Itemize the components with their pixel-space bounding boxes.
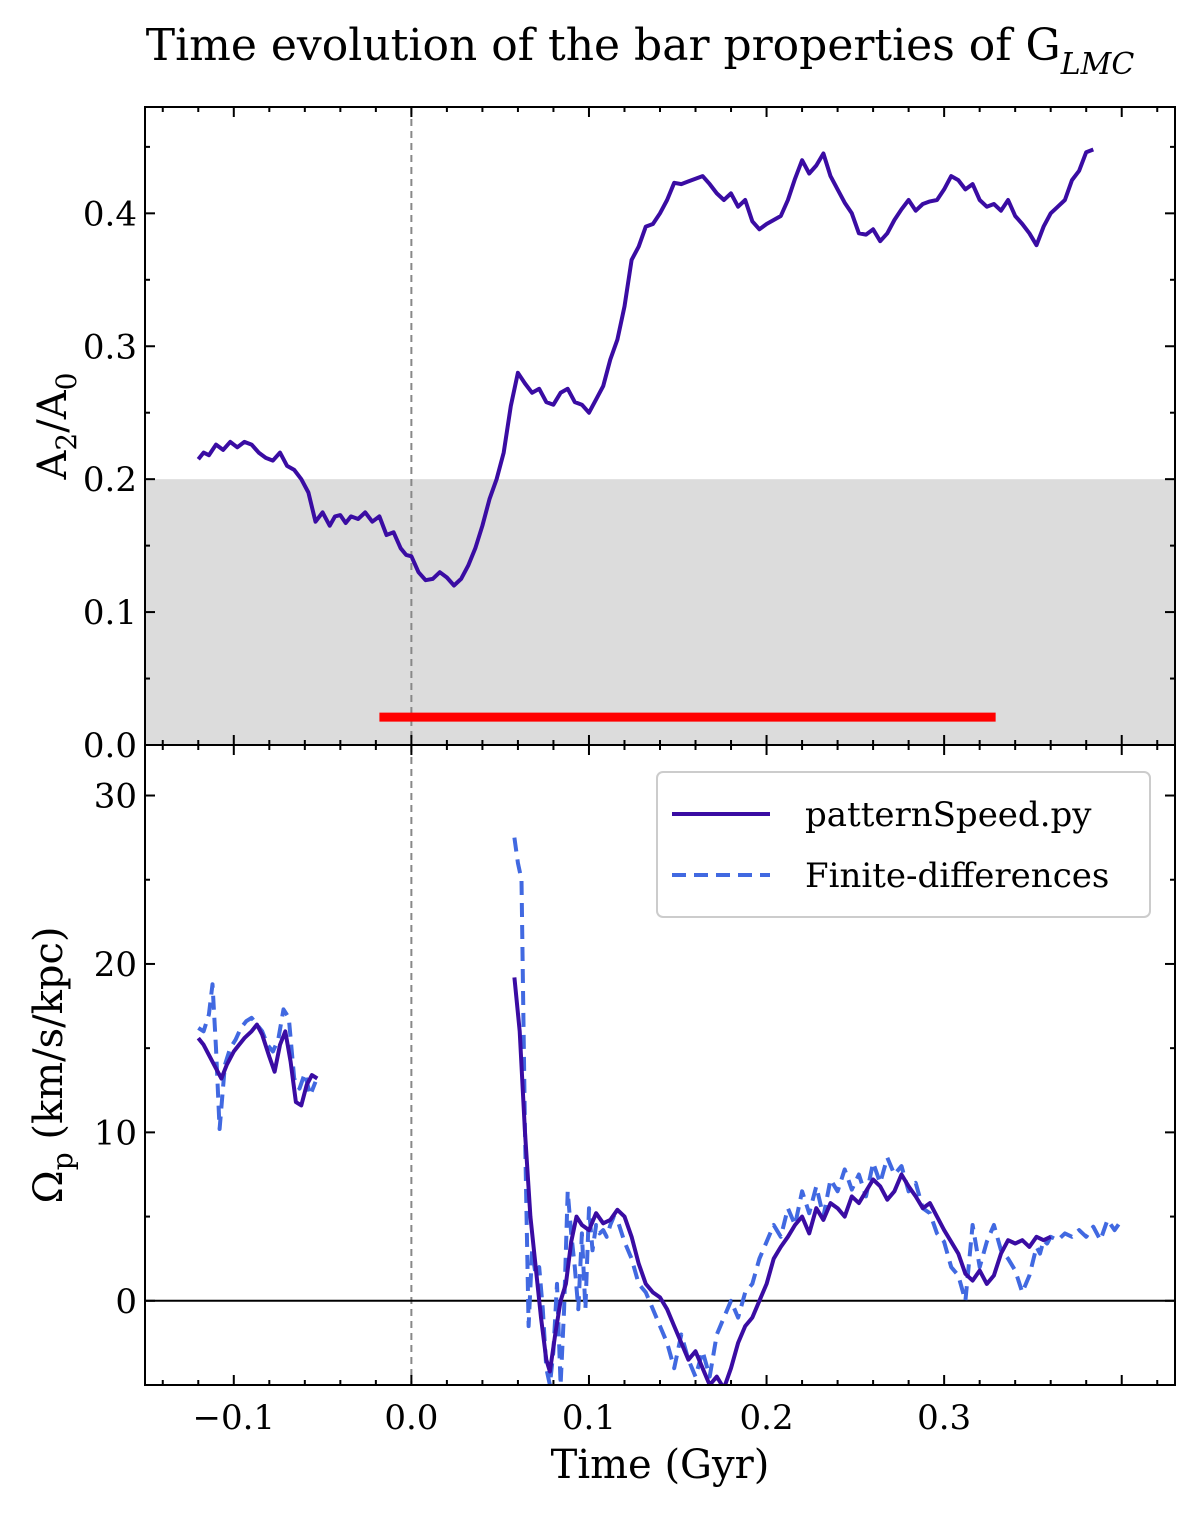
x-axis-label: Time (Gyr) <box>551 1442 770 1488</box>
bot-y-tick-label: 20 <box>94 945 137 985</box>
top-ylabel-main: A <box>30 449 76 480</box>
series-line-patternspeed-seg1 <box>512 977 1052 1385</box>
chart-title-subscript: LMC <box>1060 47 1135 82</box>
top-y-tick-label: 0.2 <box>83 460 137 500</box>
top-y-tick-label: 0.4 <box>83 194 137 234</box>
top-ylabel-sep: /A <box>30 389 76 432</box>
legend: patternSpeed.py Finite-differences <box>656 771 1151 918</box>
bottom-ylabel-rest: (km/s/kpc) <box>26 927 72 1153</box>
series-line-finite-differences-seg0 <box>197 982 318 1131</box>
x-tick-label: 0.2 <box>740 1398 794 1438</box>
chart-title: Time evolution of the bar properties of … <box>146 20 1135 82</box>
bottom-ticks: −0.1 0.0 0.1 0.2 0.3 0 10 20 30 <box>94 745 1175 1438</box>
bottom-ylabel-sub: p <box>46 1152 79 1170</box>
top-shaded-band <box>145 479 1175 745</box>
bottom-ylabel-main: Ω <box>26 1170 72 1203</box>
x-tick-label: 0.1 <box>562 1398 616 1438</box>
legend-label-patternspeed: patternSpeed.py <box>805 795 1092 835</box>
bottom-plot-frame <box>144 744 1176 1386</box>
legend-box <box>656 771 1151 918</box>
bot-y-tick-label: 0 <box>115 1282 137 1322</box>
top-ylabel-sub2: 0 <box>50 373 83 391</box>
bottom-panel: −0.1 0.0 0.1 0.2 0.3 0 10 20 30 Ωp (km/s/kpc) pa… <box>26 744 1176 1488</box>
x-tick-label: −0.1 <box>193 1398 276 1438</box>
bot-y-tick-label: 30 <box>94 777 137 817</box>
legend-label-finite-differences: Finite-differences <box>805 856 1109 896</box>
bot-y-tick-label: 10 <box>94 1113 137 1153</box>
chart-title-main: Time evolution of the bar properties of … <box>146 20 1061 71</box>
bottom-ylabel: Ωp (km/s/kpc) <box>26 927 79 1204</box>
series-line-finite-differences-seg1 <box>512 837 1124 1385</box>
series-line-patternspeed-seg0 <box>196 1022 319 1108</box>
top-y-tick-label: 0.0 <box>83 726 137 766</box>
top-y-tick-label: 0.3 <box>83 327 137 367</box>
top-y-tick-label: 0.1 <box>83 593 137 633</box>
bottom-series-group <box>196 837 1124 1385</box>
x-tick-label: 0.0 <box>384 1398 438 1438</box>
x-tick-label: 0.3 <box>917 1398 971 1438</box>
series-line-a2-a0 <box>196 147 1095 588</box>
top-panel: 0.0 0.1 0.2 0.3 0.4 A2/A0 <box>30 106 1176 766</box>
top-series-group <box>196 147 1095 588</box>
top-ylabel: A2/A0 <box>30 373 83 481</box>
top-ylabel-sub1: 2 <box>50 433 83 451</box>
